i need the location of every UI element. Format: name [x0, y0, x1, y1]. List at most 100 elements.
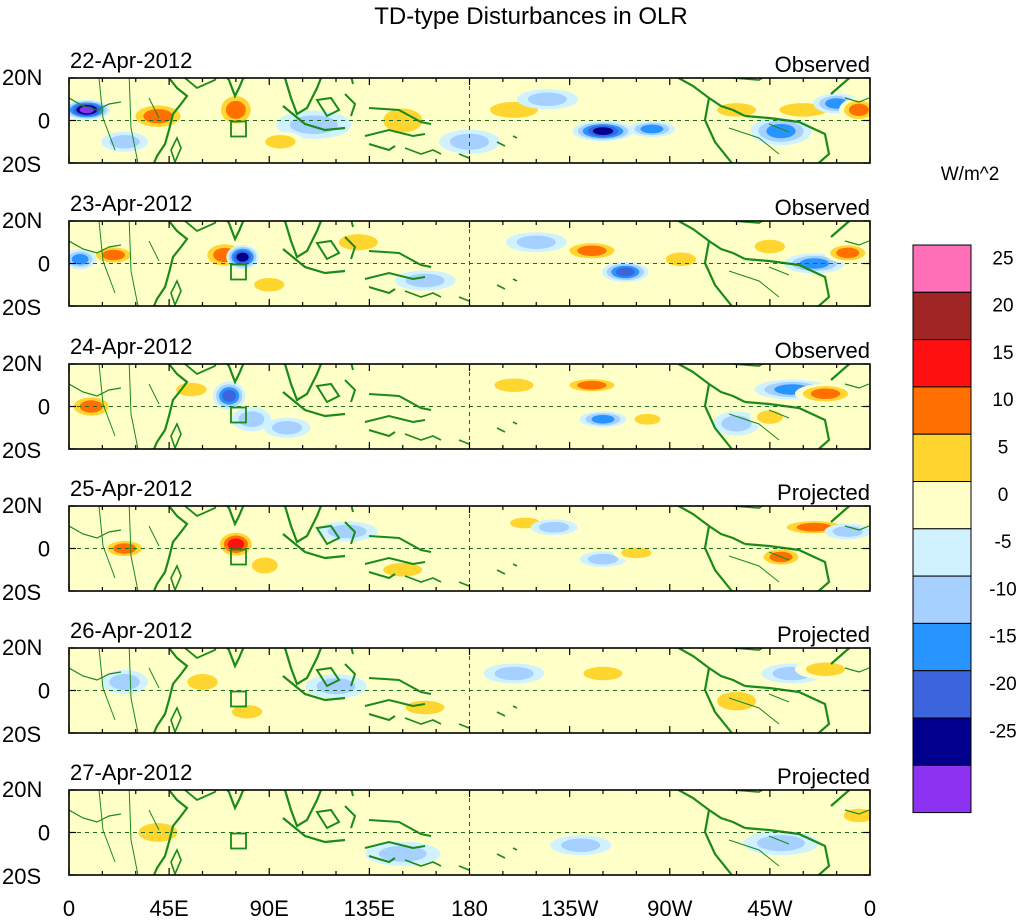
olr-anomaly-blob — [494, 378, 534, 392]
lat-label: 20N — [2, 351, 42, 376]
olr-anomaly-blob — [848, 103, 869, 117]
olr-anomaly-blob — [756, 410, 783, 424]
colorbar-bin — [912, 670, 972, 719]
panel-date: 27-Apr-2012 — [70, 760, 192, 785]
lat-label: 20S — [2, 438, 41, 463]
lon-label: 135E — [344, 896, 395, 921]
panel-status: Projected — [777, 622, 870, 647]
map-panel: 20N 0 20S 24-Apr-2012 Observed — [2, 334, 871, 463]
olr-anomaly-blob — [721, 415, 752, 432]
olr-anomaly-blob — [583, 666, 623, 681]
lon-label: 90E — [250, 896, 289, 921]
lat-label: 20S — [2, 580, 41, 605]
olr-anomaly-blob — [527, 92, 567, 106]
lat-label: 0 — [38, 395, 50, 420]
panel-status: Observed — [775, 195, 870, 220]
lon-label: 90W — [647, 896, 692, 921]
colorbar-bin — [912, 481, 972, 530]
colorbar-tick-label: -10 — [989, 579, 1016, 600]
panel-date: 25-Apr-2012 — [70, 476, 192, 501]
olr-anomaly-blob — [271, 421, 303, 435]
olr-anomaly-blob — [654, 809, 730, 834]
map-panel: 20N 0 20S 26-Apr-2012 Projected — [2, 618, 871, 747]
olr-anomaly-blob — [577, 380, 607, 390]
olr-anomaly-blob — [634, 413, 661, 425]
colorbar-tick-label: 0 — [998, 485, 1009, 506]
map-panel: 20N 0 20S 23-Apr-2012 Observed — [2, 191, 871, 320]
olr-anomaly-blob — [378, 845, 427, 862]
region-box — [230, 548, 247, 566]
olr-anomaly-blob — [109, 135, 140, 149]
olr-anomaly-blob — [222, 389, 237, 402]
lon-label: 0 — [63, 896, 75, 921]
olr-anomaly-blob — [796, 522, 833, 532]
panel-date: 23-Apr-2012 — [70, 191, 192, 216]
lon-label: 45W — [747, 896, 792, 921]
lon-label: 135W — [541, 896, 599, 921]
lat-label: 20S — [2, 295, 41, 320]
map-panel: 20N 0 20S 25-Apr-2012 Projected — [2, 476, 871, 605]
olr-anomaly-blob — [587, 553, 619, 565]
olr-anomaly-blob — [836, 247, 860, 259]
colorbar-tick-label: -20 — [989, 674, 1016, 695]
colorbar-bin — [912, 339, 972, 388]
colorbar-bin — [912, 244, 972, 293]
olr-anomaly-blob — [238, 814, 300, 843]
olr-anomaly-blob — [592, 127, 614, 136]
colorbar-bin — [912, 764, 972, 814]
lat-label: 0 — [38, 537, 50, 562]
lat-label: 20N — [2, 777, 42, 802]
olr-anomaly-blob — [757, 835, 805, 852]
olr-anomaly-blob — [405, 700, 445, 715]
colorbar-tick-label: 15 — [992, 343, 1013, 364]
olr-anomaly-blob — [109, 673, 140, 691]
lat-label: 0 — [38, 109, 50, 134]
olr-anomaly-blob — [640, 124, 664, 134]
colorbar-bin — [912, 622, 972, 672]
olr-anomaly-blob — [449, 133, 490, 150]
olr-anomaly-blob — [832, 526, 863, 537]
olr-anomaly-blob — [265, 135, 296, 149]
olr-anomaly-blob — [79, 400, 103, 413]
olr-anomaly-blob — [71, 253, 89, 265]
region-box — [230, 690, 247, 708]
panel-status: Projected — [777, 764, 870, 789]
colorbar-tick-label: -15 — [989, 627, 1016, 648]
olr-anomaly-blob — [577, 245, 607, 257]
map-panel: 20N 0 20S 22-Apr-2012 Observed — [2, 48, 871, 177]
olr-anomaly-blob — [251, 557, 278, 574]
lat-label: 0 — [38, 252, 50, 277]
region-box — [230, 832, 247, 850]
panel-status: Observed — [775, 338, 870, 363]
olr-anomaly-blob — [383, 563, 423, 577]
olr-anomaly-blob — [494, 666, 534, 681]
colorbar-bin — [912, 717, 972, 766]
lat-label: 20N — [2, 208, 42, 233]
colorbar-tick-label: 5 — [998, 438, 1009, 459]
olr-anomaly-blob — [810, 388, 841, 400]
lat-label: 20N — [2, 493, 42, 518]
lat-label: 0 — [38, 821, 50, 846]
lon-label: 180 — [451, 896, 488, 921]
lat-label: 20S — [2, 864, 41, 889]
colorbar-bin — [912, 575, 972, 624]
olr-anomaly-blob — [225, 100, 246, 119]
lat-label: 20N — [2, 635, 42, 660]
olr-anomaly-blob — [516, 235, 556, 249]
olr-anomaly-blob — [766, 123, 796, 139]
colorbar-bin — [912, 528, 972, 577]
panel-date: 26-Apr-2012 — [70, 618, 192, 643]
olr-anomaly-blob — [227, 538, 245, 551]
colorbar-tick-label: -5 — [995, 532, 1012, 553]
olr-anomaly-blob — [327, 524, 367, 539]
lon-axis: 0 45E 90E 135E 180 135W 90W 45W 0 — [63, 896, 876, 921]
olr-anomaly-blob — [716, 103, 757, 117]
olr-anomaly-blob — [236, 252, 249, 262]
colorbar-unit: W/m^2 — [941, 164, 1000, 185]
map-panel: 20N 0 20S 27-Apr-2012 Projected — [2, 760, 871, 889]
lat-label: 20S — [2, 152, 41, 177]
region-box — [230, 263, 247, 281]
colorbar-bin — [912, 433, 972, 483]
region-box — [230, 406, 247, 424]
panel-date: 22-Apr-2012 — [70, 48, 192, 73]
